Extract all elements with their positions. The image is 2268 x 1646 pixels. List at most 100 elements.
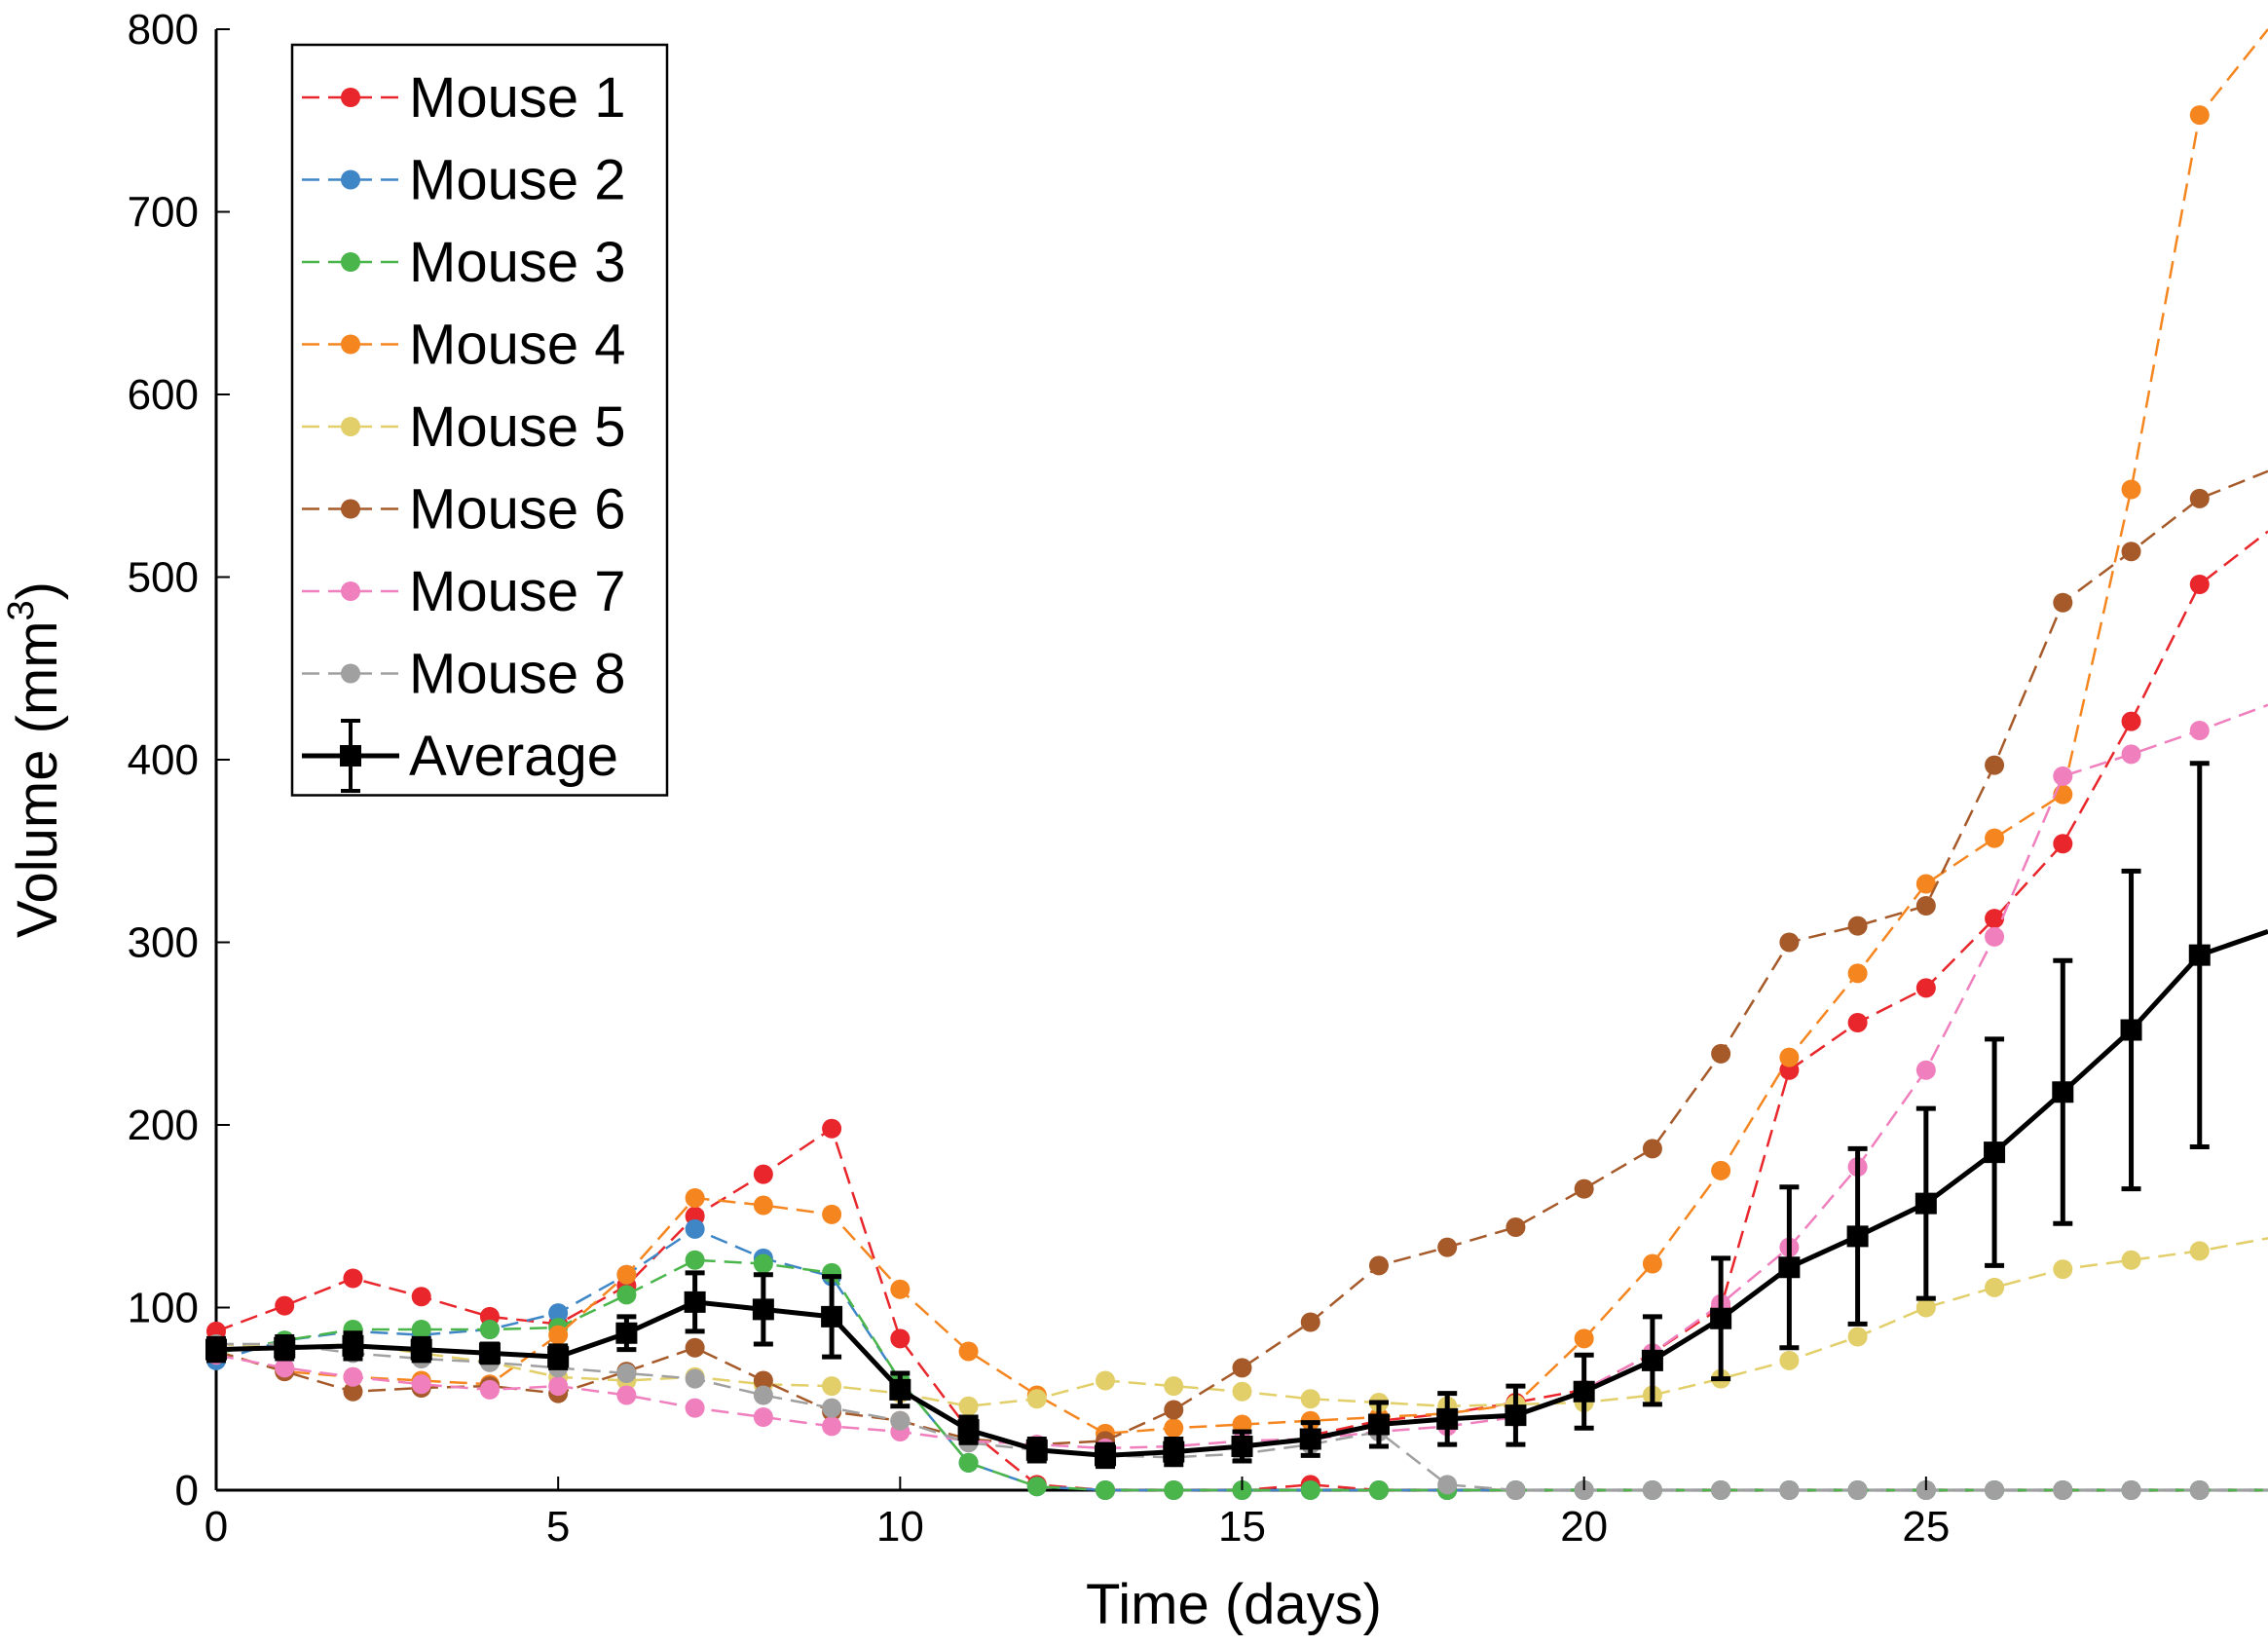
data-point [1026, 1477, 1047, 1497]
data-point [1641, 1349, 1663, 1371]
data-point [1368, 1255, 1389, 1276]
data-point [1915, 1297, 1936, 1318]
data-point [753, 1407, 773, 1427]
tick-layer: 0 5 10 15 20 25 0 100 200 300 400 500 600 700 800 [128, 6, 1951, 1551]
data-point [1779, 1480, 1800, 1500]
data-point [821, 1305, 843, 1328]
data-point [1299, 1428, 1321, 1450]
data-point [1026, 1389, 1047, 1409]
y-axis-title-superscript: 3 [1, 600, 42, 620]
data-point [479, 1379, 500, 1400]
data-point [1506, 1480, 1526, 1500]
data-point [1711, 1043, 1731, 1064]
y-axis-title: Volume (mm3) [1, 581, 69, 938]
data-point [957, 1419, 980, 1441]
data-point [343, 1381, 363, 1402]
data-point [1506, 1217, 1526, 1237]
data-point [1985, 1480, 2005, 1500]
legend-entry: Mouse 5 [302, 395, 625, 459]
x-tick-label: 20 [1560, 1503, 1608, 1551]
legend-entry: Mouse 1 [302, 66, 625, 130]
data-point [684, 1291, 706, 1313]
legend-entry: Mouse 4 [302, 314, 625, 377]
data-point [616, 1285, 637, 1305]
legend-label: Mouse 3 [409, 231, 625, 294]
data-point [1779, 1047, 1800, 1067]
data-point [1164, 1400, 1184, 1420]
legend-marker [341, 663, 360, 684]
data-point [1164, 1480, 1184, 1500]
data-point [411, 1320, 431, 1339]
data-point [1025, 1439, 1048, 1461]
data-point [1985, 755, 2005, 775]
data-point [1985, 828, 2005, 848]
data-point [1642, 1139, 1662, 1159]
data-point [275, 1295, 295, 1316]
data-point [1915, 896, 1936, 916]
data-point [616, 1385, 637, 1405]
data-point [890, 1410, 911, 1431]
y-tick-label: 100 [128, 1285, 199, 1332]
y-axis-title-main: Volume (mm [6, 620, 69, 938]
data-point [752, 1298, 774, 1321]
data-point [1096, 1370, 1116, 1391]
data-point [411, 1374, 431, 1395]
data-point [1231, 1436, 1253, 1457]
data-point [1232, 1358, 1252, 1378]
x-tick-label: 15 [1218, 1503, 1266, 1551]
data-point [1437, 1475, 1458, 1495]
data-point [1985, 926, 2005, 947]
data-point [822, 1398, 842, 1418]
data-point [2053, 1259, 2073, 1280]
legend-label: Average [409, 725, 618, 788]
data-point [548, 1325, 569, 1345]
data-point [1985, 909, 2005, 929]
data-point [753, 1253, 773, 1274]
data-point [1779, 932, 1800, 953]
series-average [205, 761, 2268, 1470]
data-point [2189, 721, 2210, 740]
data-point [615, 1322, 638, 1344]
data-point [2189, 1241, 2210, 1261]
data-point [1164, 1376, 1184, 1397]
data-point [2121, 744, 2141, 765]
data-point [2053, 766, 2073, 786]
data-point [1574, 1328, 1594, 1349]
series-layer [205, 28, 2268, 1500]
data-point [2053, 1480, 2073, 1500]
legend-entry: Mouse 7 [302, 560, 625, 623]
legend-label: Mouse 7 [409, 560, 625, 623]
y-tick-label: 700 [128, 189, 199, 237]
legend-label: Mouse 5 [409, 395, 625, 459]
data-point [1847, 916, 1868, 936]
data-point [1096, 1480, 1116, 1500]
data-point [548, 1376, 569, 1397]
data-point [685, 1218, 705, 1239]
data-point [1300, 1480, 1320, 1500]
data-point [1436, 1407, 1459, 1430]
legend-entry: Mouse 6 [302, 478, 625, 542]
data-point [1847, 1013, 1868, 1032]
legend-label: Mouse 6 [409, 478, 625, 542]
data-point [1095, 1444, 1117, 1467]
legend: Mouse 1 Mouse 2 Mouse 3 Mouse 4 Mouse 5 Mouse… [290, 43, 669, 797]
data-point [1847, 1327, 1868, 1347]
data-point [822, 1118, 842, 1139]
data-point [411, 1287, 431, 1307]
data-point [2189, 488, 2210, 508]
data-point [1846, 1225, 1869, 1248]
data-point [889, 1378, 911, 1401]
y-tick-label: 0 [175, 1467, 199, 1515]
legend-label: Mouse 8 [409, 643, 625, 706]
legend-marker [340, 745, 361, 767]
data-point [1163, 1440, 1185, 1463]
data-point [958, 1341, 979, 1362]
data-point [685, 1250, 705, 1270]
data-point [685, 1398, 705, 1418]
legend-marker [341, 169, 360, 190]
data-point [1778, 1256, 1801, 1279]
data-point [958, 1452, 979, 1473]
x-tick-label: 10 [876, 1503, 924, 1551]
legend-entry: Average [302, 719, 618, 793]
